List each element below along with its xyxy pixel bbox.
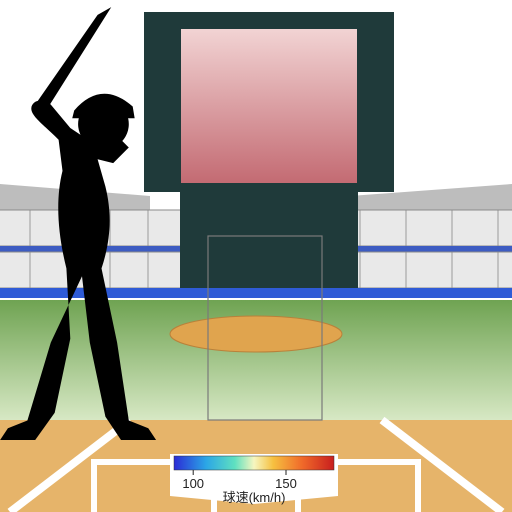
legend-tick: 100 <box>182 476 204 491</box>
pitchers-mound <box>170 316 342 352</box>
legend-label: 球速(km/h) <box>223 490 286 505</box>
chart-svg: 100 150球速(km/h) <box>0 0 512 512</box>
outfield-wall <box>0 288 512 298</box>
pitch-location-chart: 100 150球速(km/h) <box>0 0 512 512</box>
scoreboard-screen <box>180 28 358 184</box>
speed-legend: 100 150球速(km/h) <box>170 454 338 505</box>
scoreboard-pillar <box>180 192 358 288</box>
legend-tick: 150 <box>275 476 297 491</box>
speed-colorbar <box>174 456 334 470</box>
